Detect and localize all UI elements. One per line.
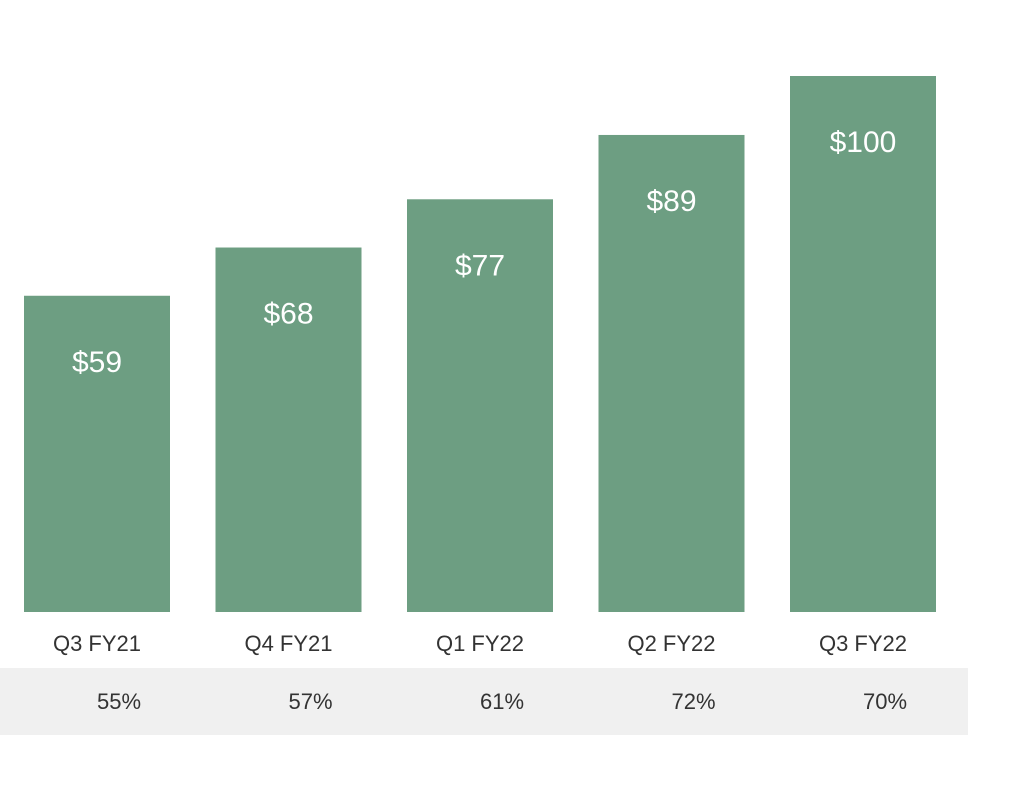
bar-2	[407, 199, 553, 612]
percentage-label: 70%	[863, 689, 907, 714]
percentage-label: 61%	[480, 689, 524, 714]
bar-value-label: $68	[263, 298, 313, 331]
category-label: Q1 FY22	[436, 631, 524, 656]
percentage-label: 55%	[97, 689, 141, 714]
bar-1	[215, 247, 362, 612]
labels-layer: $59 Q3 FY21 55% $68 Q4 FY21 57% $77 Q1 FY22 61% $…	[53, 126, 907, 714]
bar-value-label: $59	[72, 346, 122, 379]
bar-value-label: $77	[455, 249, 505, 282]
bar-4	[790, 76, 936, 612]
bar-value-label: $89	[646, 185, 696, 218]
category-label: Q4 FY21	[244, 631, 332, 656]
bar-3	[598, 134, 745, 612]
category-label: Q3 FY21	[53, 631, 141, 656]
bars-layer	[24, 76, 936, 612]
category-label: Q2 FY22	[627, 631, 715, 656]
bar-0	[24, 295, 170, 612]
category-label: Q3 FY22	[819, 631, 907, 656]
percentage-band	[0, 668, 968, 735]
bar-value-label: $100	[830, 126, 897, 159]
percentage-label: 57%	[288, 689, 332, 714]
percentage-label: 72%	[671, 689, 715, 714]
